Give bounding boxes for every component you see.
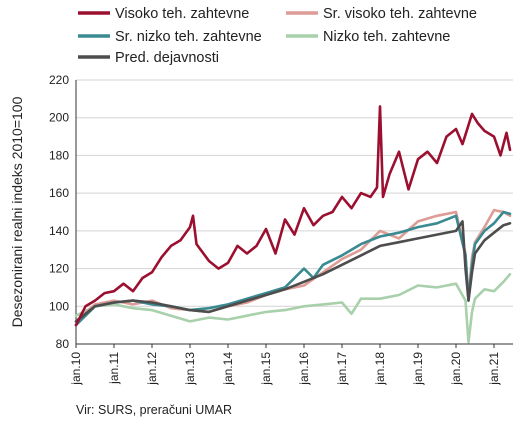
x-tick-label: jan.21 [487,352,501,386]
x-tick-labels: jan.10 jan.11 jan.12 jan.13 jan.14 jan.15 jan.… [69,352,501,386]
legend-label: Visoko teh. zahtevne [115,6,249,22]
legend-label: Pred. dejavnosti [115,50,219,66]
y-axis-label: Desezonirani realni indeks 2010=100 [9,96,25,327]
y-tick-labels: 80 100 120 140 160 180 200 220 [49,73,69,351]
series-line [74,272,512,344]
grid-lines [76,79,513,345]
legend-label: Nizko teh. zahtevne [323,29,450,45]
legend-label: Sr. nizko teh. zahtevne [115,29,262,45]
y-tick-label: 180 [49,148,69,162]
series-line [74,208,512,323]
x-tick-label: jan.15 [259,352,273,386]
x-tick-label: jan.20 [449,352,463,386]
y-tick-label: 220 [49,73,69,87]
series-line [74,220,512,323]
x-tick-label: jan.12 [145,352,159,386]
source-note: Vir: SURS, preračuni UMAR [76,403,233,417]
x-tick-label: jan.14 [221,352,235,386]
x-tick-label: jan.18 [373,352,387,386]
y-tick-label: 160 [49,186,69,200]
x-tick-label: jan.10 [69,352,83,386]
series-line [74,105,512,327]
x-tick-label: jan.11 [107,352,121,385]
axes [75,80,513,348]
y-tick-label: 100 [49,299,69,313]
x-tick-label: jan.16 [297,352,311,386]
x-tick-label: jan.19 [411,352,425,386]
x-tick-label: jan.13 [183,352,197,386]
legend: Visoko teh. zahtevne Sr. visoko teh. zaht… [78,6,477,66]
y-tick-label: 80 [56,337,70,351]
legend-label: Sr. visoko teh. zahtevne [323,6,477,22]
x-tick-label: jan.17 [335,352,349,386]
series-lines [74,105,512,344]
y-tick-label: 200 [49,111,69,125]
y-tick-label: 120 [49,262,69,276]
y-tick-label: 140 [49,224,69,238]
